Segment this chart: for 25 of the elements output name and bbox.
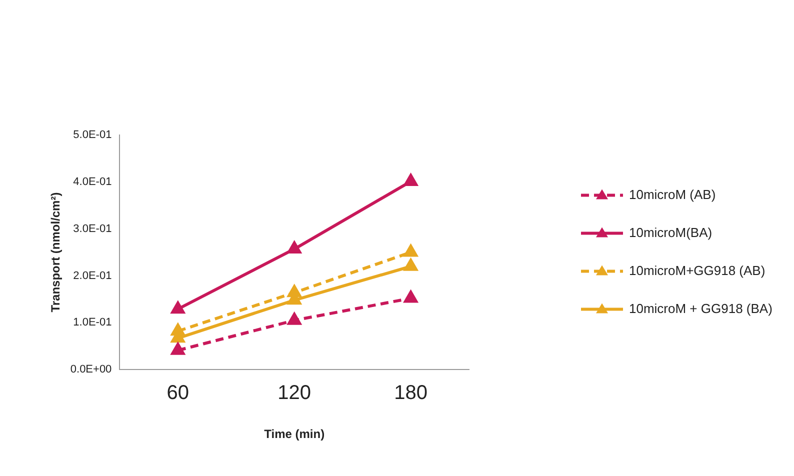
x-axis-title: Time (min) (264, 427, 325, 442)
x-tick-label: 180 (394, 382, 428, 404)
point (404, 290, 418, 303)
legend-label: 10microM + GG918 (BA) (629, 300, 772, 316)
x-tick-label: 60 (166, 382, 190, 404)
y-tick-label: 0.0E+00 (70, 364, 112, 376)
point (171, 342, 185, 355)
x-tick-label: 120 (278, 382, 312, 404)
point (288, 242, 302, 254)
point (171, 302, 185, 314)
y-tick-label: 2.0E-01 (73, 270, 112, 282)
legend-label: 10microM+GG918 (AB) (629, 262, 766, 278)
legend-label: 10microM(BA) (629, 224, 712, 240)
y-tick-label: 1.0E-01 (73, 316, 112, 329)
point (288, 312, 302, 325)
y-axis-title: Transport (nmol/cm²) (48, 192, 63, 312)
legend-label: 10microM (AB) (629, 186, 716, 202)
point (288, 285, 302, 298)
point (171, 324, 185, 336)
y-tick-label: 3.0E-01 (73, 222, 112, 235)
y-tick-label: 4.0E-01 (73, 176, 112, 188)
point (404, 174, 418, 186)
y-tick-label: 5.0E-01 (73, 129, 112, 142)
point (404, 244, 418, 257)
point (404, 258, 418, 271)
